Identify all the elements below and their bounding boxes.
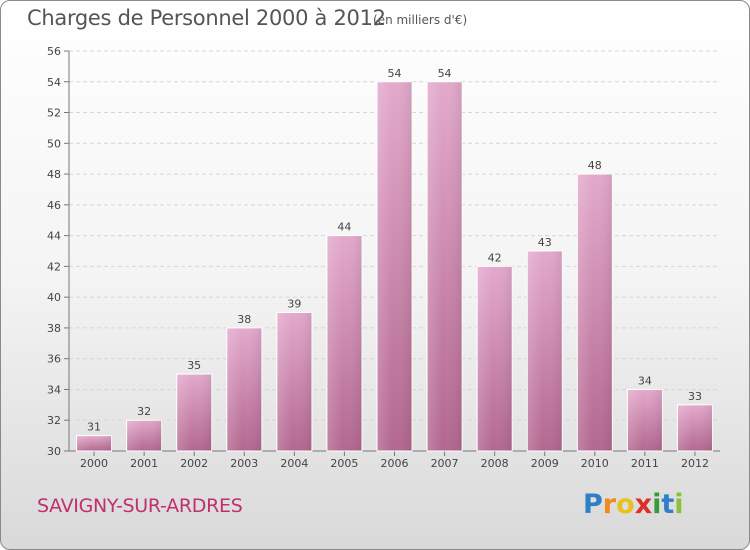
bar-value-label: 32: [137, 405, 151, 418]
chart-subtitle: (en milliers d'€): [373, 13, 468, 27]
axis-layer: 30 32 34 36 38 40 42 44 46 48 50 52 54 56 2000 2001 2002…: [47, 45, 720, 470]
x-tick-label: 2007: [431, 457, 459, 470]
bar-shade: [427, 81, 463, 452]
bar-value-label: 33: [688, 390, 702, 403]
bar-value-label: 38: [237, 313, 251, 326]
bar-shade: [577, 174, 613, 452]
x-tick-label: 2000: [80, 457, 108, 470]
x-tick-label: 2011: [631, 457, 659, 470]
y-tick-label: 46: [47, 199, 61, 212]
bar-shade: [76, 435, 112, 451]
x-tick-label: 2012: [681, 457, 709, 470]
logo-letter: i: [652, 489, 662, 520]
y-tick-label: 50: [47, 137, 61, 150]
bar-value-label: 31: [87, 421, 101, 434]
bar-value-label: 42: [488, 251, 502, 264]
bar-shade: [176, 374, 212, 451]
logo-letter: i: [674, 489, 684, 520]
bar-shade: [627, 389, 663, 451]
bar-shade: [527, 251, 563, 451]
x-tick-label: 2008: [481, 457, 509, 470]
y-tick-label: 40: [47, 291, 61, 304]
y-tick-label: 48: [47, 168, 61, 181]
bar-shade: [377, 81, 412, 452]
y-tick-label: 52: [47, 107, 61, 120]
label-layer: 31 32 35 38 39 44 54 54 42 43 48 34 33: [87, 67, 702, 434]
x-tick-label: 2003: [230, 457, 258, 470]
logo-letter: r: [602, 489, 617, 520]
y-tick-label: 30: [47, 445, 61, 458]
bar-shade: [677, 404, 713, 451]
logo-letter: x: [634, 489, 653, 520]
y-tick-label: 36: [47, 353, 61, 366]
y-tick-label: 38: [47, 322, 61, 335]
x-tick-label: 2009: [531, 457, 559, 470]
bar-value-label: 54: [438, 67, 452, 80]
bar-layer: [76, 81, 713, 452]
bar-value-label: 43: [538, 236, 552, 249]
bar-value-label: 54: [388, 67, 402, 80]
y-tick-label: 56: [47, 45, 61, 58]
x-tick-label: 2001: [130, 457, 158, 470]
bar-shade: [226, 327, 262, 451]
chart-title: Charges de Personnel 2000 à 2012: [27, 6, 386, 30]
bar-value-label: 34: [638, 374, 652, 387]
bar-value-label: 44: [337, 221, 351, 234]
bar-shade: [276, 312, 312, 451]
x-tick-label: 2004: [280, 457, 308, 470]
x-tick-label: 2002: [180, 457, 208, 470]
commune-name: SAVIGNY-SUR-ARDRES: [37, 495, 243, 517]
x-tick-label: 2005: [330, 457, 358, 470]
x-tick-label: 2010: [581, 457, 609, 470]
logo-letter: t: [661, 489, 675, 520]
bar-shade: [326, 235, 362, 451]
bar-value-label: 35: [187, 359, 201, 372]
y-tick-label: 42: [47, 260, 61, 273]
x-tick-label: 2006: [381, 457, 409, 470]
proxiti-logo: Proxiti: [583, 489, 684, 520]
bar-shade: [477, 266, 513, 451]
bar-value-label: 48: [588, 159, 602, 172]
logo-letter: o: [616, 489, 635, 520]
bar-value-label: 39: [287, 298, 301, 311]
y-tick-label: 32: [47, 414, 61, 427]
y-tick-label: 54: [47, 76, 61, 89]
logo-letter: P: [583, 489, 603, 520]
y-tick-label: 34: [47, 383, 61, 396]
bar-shade: [126, 420, 162, 451]
y-tick-label: 44: [47, 230, 61, 243]
